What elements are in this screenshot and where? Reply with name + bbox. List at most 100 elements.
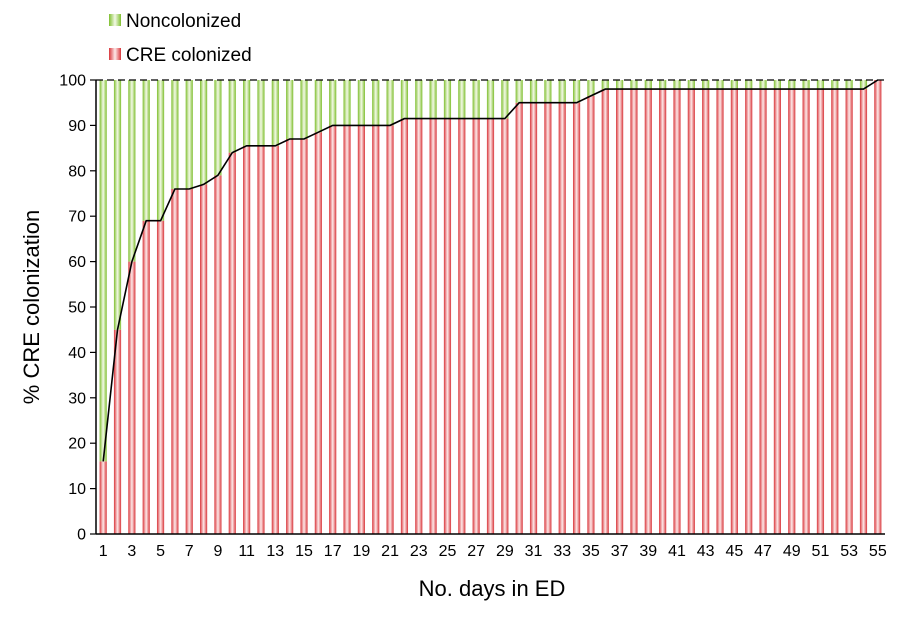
x-axis-ticks: 1 3 5 7 9 11 13 15 17 19 21 23 25 27 29 31 33 35 37 39 41 43 4…	[99, 543, 887, 560]
y-axis-ticks: 0 10 20 30 40 50 60 70 80 90 100	[59, 73, 96, 544]
bar-noncolonized-day-42	[687, 80, 695, 90]
colonization-boundary-line	[102, 79, 879, 462]
y-tick-label: 80	[68, 163, 86, 180]
x-tick-label: 25	[439, 543, 457, 560]
bar-cre-colonized-day-34	[572, 102, 581, 534]
bar-noncolonized-day-14	[286, 80, 294, 140]
bar-noncolonized-day-2	[113, 80, 122, 330]
y-tick-label: 100	[59, 73, 86, 90]
bar-noncolonized-day-37	[616, 80, 624, 90]
bar-noncolonized-day-47	[759, 80, 767, 90]
bar-noncolonized-day-51	[816, 80, 825, 90]
x-tick-label: 15	[295, 543, 313, 560]
bar-cre-colonized-day-17	[329, 125, 337, 535]
x-tick-label: 11	[238, 543, 255, 560]
x-tick-label: 3	[127, 543, 136, 560]
bar-noncolonized-day-3	[128, 80, 136, 262]
bar-noncolonized-day-48	[773, 80, 781, 90]
bar-cre-colonized-day-42	[687, 89, 695, 534]
bar-noncolonized-day-50	[802, 80, 810, 90]
x-tick-label: 31	[525, 543, 543, 560]
bar-cre-colonized-day-39	[644, 89, 652, 534]
bar-cre-colonized-day-18	[343, 125, 351, 535]
bar-cre-colonized-day-29	[501, 118, 509, 534]
x-tick-label: 7	[185, 543, 194, 560]
bar-cre-colonized-day-27	[472, 118, 480, 534]
x-tick-label: 39	[639, 543, 657, 560]
bar-cre-colonized-day-54	[859, 89, 868, 534]
bar-cre-colonized-day-45	[730, 89, 738, 534]
legend: Noncolonized CRE colonized	[109, 11, 252, 66]
x-tick-label: 13	[266, 543, 284, 560]
bar-noncolonized-day-45	[730, 80, 738, 90]
bar-cre-colonized-day-46	[745, 89, 753, 534]
bar-cre-colonized-day-25	[443, 118, 452, 534]
bar-noncolonized-day-25	[443, 80, 452, 119]
x-tick-label: 37	[611, 543, 629, 560]
y-tick-label: 60	[68, 254, 86, 271]
bar-noncolonized-day-52	[831, 80, 839, 90]
y-tick-label: 20	[68, 436, 86, 453]
bar-noncolonized-day-10	[228, 80, 236, 153]
bar-noncolonized-day-8	[200, 80, 208, 185]
bar-cre-colonized-day-49	[788, 89, 796, 534]
x-tick-label: 35	[582, 543, 600, 560]
bar-cre-colonized-day-5	[156, 220, 165, 535]
bar-noncolonized-day-19	[357, 80, 365, 126]
x-tick-label: 23	[410, 543, 428, 560]
x-tick-label: 33	[553, 543, 571, 560]
bar-noncolonized-day-28	[486, 80, 495, 119]
bar-noncolonized-day-27	[472, 80, 480, 119]
x-tick-label: 29	[496, 543, 514, 560]
legend-swatch-noncolonized	[109, 14, 121, 26]
bar-noncolonized-day-36	[601, 80, 609, 90]
bar-cre-colonized-day-51	[816, 89, 825, 534]
bar-cre-colonized-day-30	[515, 102, 523, 534]
bar-noncolonized-day-20	[372, 80, 380, 126]
bar-noncolonized-day-26	[458, 80, 466, 119]
bar-cre-colonized-day-22	[400, 118, 409, 534]
bar-cre-colonized-day-55	[874, 80, 882, 534]
bar-noncolonized-day-53	[845, 80, 853, 90]
bar-cre-colonized-day-9	[214, 175, 222, 534]
bar-cre-colonized-day-53	[845, 89, 853, 534]
x-tick-label: 53	[840, 543, 858, 560]
bar-noncolonized-day-24	[429, 80, 437, 119]
bar-noncolonized-day-49	[788, 80, 796, 90]
bar-noncolonized-day-39	[644, 80, 652, 90]
bar-noncolonized-day-40	[659, 80, 667, 90]
bar-cre-colonized-day-3	[128, 261, 136, 534]
x-tick-label: 43	[697, 543, 715, 560]
bar-cre-colonized-day-38	[630, 89, 638, 534]
x-tick-label: 45	[725, 543, 743, 560]
y-tick-label: 50	[68, 300, 86, 317]
bar-noncolonized-day-35	[587, 80, 595, 96]
bar-cre-colonized-day-4	[142, 220, 150, 535]
bar-noncolonized-day-12	[257, 80, 265, 146]
legend-label-noncolonized: Noncolonized	[126, 11, 241, 32]
bar-cre-colonized-day-41	[673, 89, 681, 534]
bar-cre-colonized-day-32	[544, 102, 552, 534]
bar-noncolonized-day-18	[343, 80, 351, 126]
bar-cre-colonized-day-36	[601, 89, 609, 534]
bar-cre-colonized-day-11	[243, 145, 251, 534]
bar-cre-colonized-day-13	[271, 145, 279, 534]
bar-noncolonized-day-22	[400, 80, 409, 119]
x-tick-label: 17	[324, 543, 342, 560]
x-tick-label: 51	[812, 543, 830, 560]
bar-noncolonized-day-9	[214, 80, 222, 176]
bar-noncolonized-day-31	[529, 80, 538, 103]
bar-cre-colonized-day-47	[759, 89, 767, 534]
bar-noncolonized-day-1	[99, 80, 107, 462]
bar-noncolonized-day-23	[415, 80, 423, 119]
x-axis-title: No. days in ED	[419, 576, 566, 601]
x-tick-label: 19	[352, 543, 370, 560]
y-tick-label: 70	[68, 209, 86, 226]
bar-cre-colonized-day-44	[716, 89, 724, 534]
bar-noncolonized-day-11	[243, 80, 251, 146]
x-tick-label: 21	[381, 543, 399, 560]
bar-cre-colonized-day-24	[429, 118, 437, 534]
y-tick-label: 0	[77, 527, 86, 544]
bar-noncolonized-day-17	[329, 80, 337, 126]
